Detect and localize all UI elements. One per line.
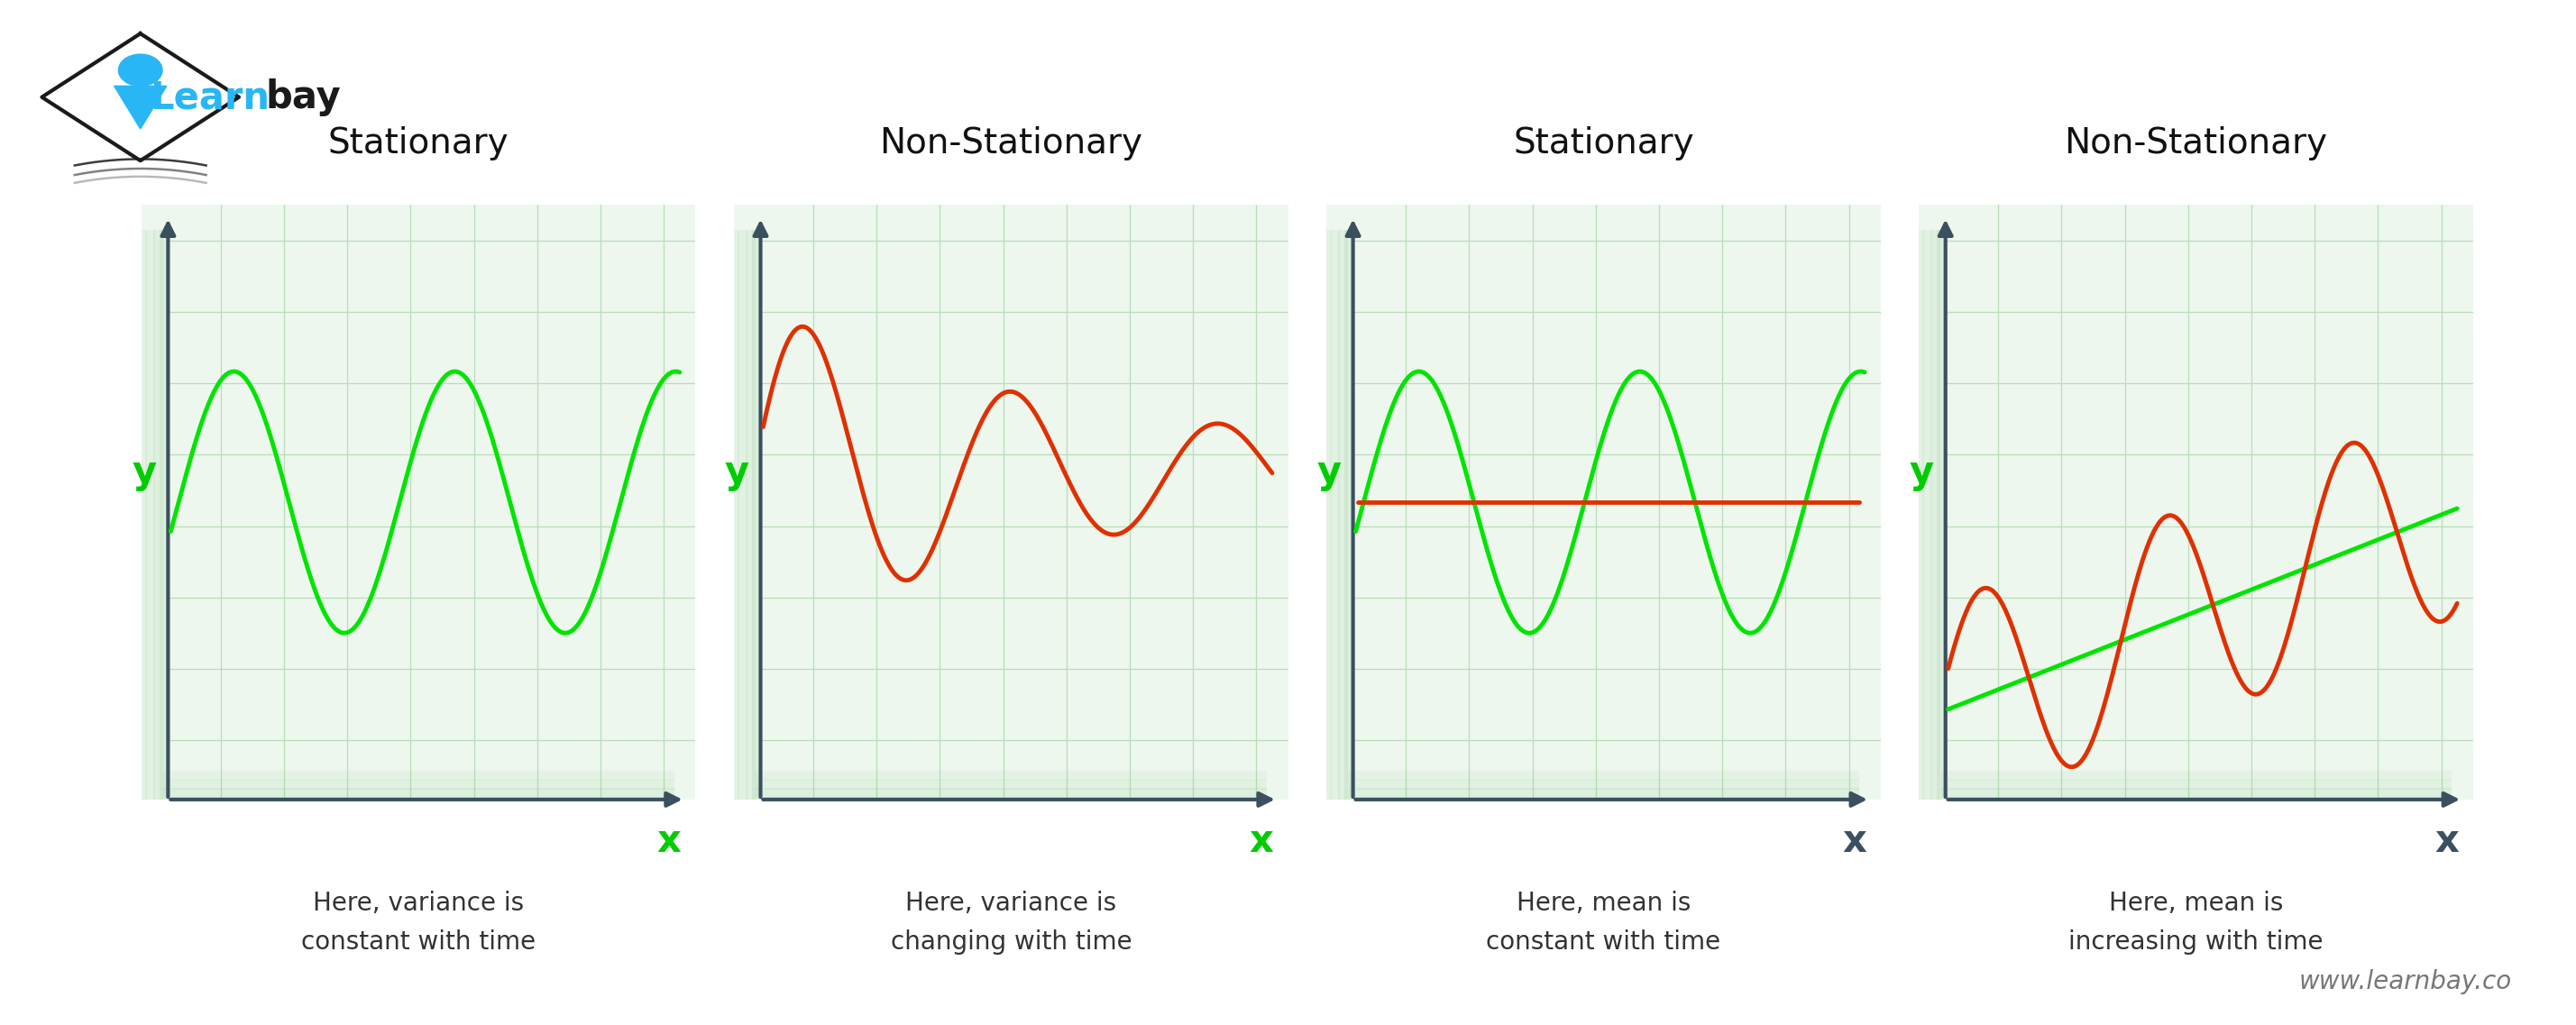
Polygon shape	[113, 86, 167, 129]
Text: Stationary: Stationary	[1512, 126, 1695, 161]
Text: y: y	[724, 454, 750, 491]
Circle shape	[118, 54, 162, 86]
Text: bay: bay	[265, 79, 340, 116]
Text: x: x	[2434, 822, 2458, 860]
Text: Non-Stationary: Non-Stationary	[878, 126, 1144, 161]
Text: www.learnbay.co: www.learnbay.co	[2298, 969, 2512, 994]
Text: y: y	[1909, 454, 1935, 491]
Text: Non-Stationary: Non-Stationary	[2063, 126, 2329, 161]
Text: Here, mean is
constant with time: Here, mean is constant with time	[1486, 891, 1721, 954]
Text: Here, mean is
increasing with time: Here, mean is increasing with time	[2069, 891, 2324, 954]
Text: Learn: Learn	[149, 79, 270, 116]
Text: Here, variance is
changing with time: Here, variance is changing with time	[891, 891, 1131, 954]
Text: y: y	[131, 454, 157, 491]
Text: x: x	[1842, 822, 1865, 860]
Text: y: y	[1316, 454, 1342, 491]
Text: Here, variance is
constant with time: Here, variance is constant with time	[301, 891, 536, 954]
Text: x: x	[1249, 822, 1273, 860]
Text: Stationary: Stationary	[327, 126, 510, 161]
Text: x: x	[657, 822, 680, 860]
